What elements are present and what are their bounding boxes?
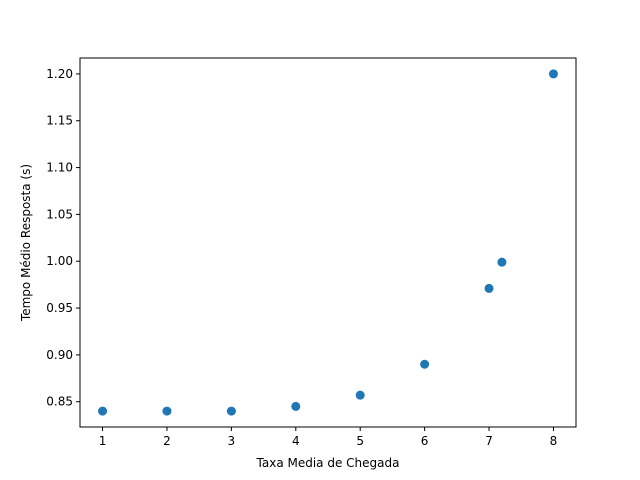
plot-background <box>80 58 576 427</box>
x-tick-label: 1 <box>99 434 107 448</box>
y-tick-label: 1.05 <box>46 207 73 221</box>
plot-frame <box>79 57 577 428</box>
y-tick-label: 0.85 <box>46 395 73 409</box>
y-axis-ticks: 0.85 0.90 0.95 1.00 1.05 1.10 1.15 1.20 <box>46 67 80 409</box>
data-point <box>420 359 430 369</box>
data-point <box>355 390 365 400</box>
x-tick-label: 2 <box>163 434 171 448</box>
x-tick-label: 4 <box>292 434 300 448</box>
y-tick-label: 1.10 <box>46 161 73 175</box>
data-points <box>98 69 558 416</box>
x-tick-label: 7 <box>485 434 493 448</box>
data-point <box>484 283 494 293</box>
data-point <box>162 406 172 416</box>
y-tick-label: 1.20 <box>46 67 73 81</box>
x-tick-label: 8 <box>550 434 558 448</box>
data-point <box>497 257 507 267</box>
y-tick-label: 0.90 <box>46 348 73 362</box>
data-point <box>98 406 108 416</box>
y-tick-label: 1.15 <box>46 114 73 128</box>
y-axis-label: Tempo Médio Resposta (s) <box>19 164 33 322</box>
data-point <box>291 401 301 411</box>
y-tick-label: 0.95 <box>46 301 73 315</box>
data-point <box>226 406 236 416</box>
x-axis-label: Taxa Media de Chegada <box>256 456 400 470</box>
y-tick-label: 1.00 <box>46 254 73 268</box>
x-axis-ticks: 1 2 3 4 5 6 7 8 <box>99 427 558 448</box>
x-tick-label: 6 <box>421 434 429 448</box>
data-point <box>548 69 558 79</box>
x-tick-label: 3 <box>228 434 236 448</box>
x-tick-label: 5 <box>356 434 364 448</box>
